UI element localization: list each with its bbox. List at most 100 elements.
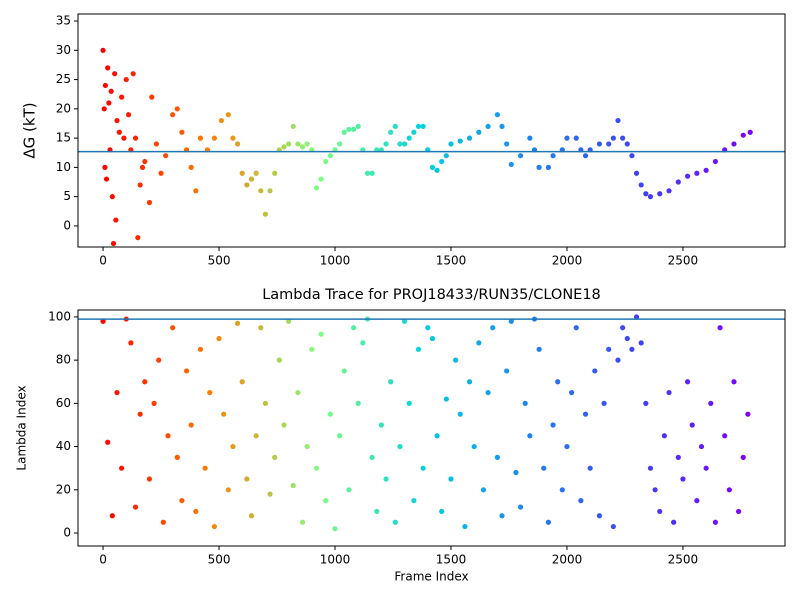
point — [142, 158, 148, 165]
point — [596, 513, 603, 519]
point — [555, 379, 561, 385]
y-tick-label: 10 — [56, 160, 71, 174]
point — [680, 476, 686, 482]
y-tick-label: 20 — [56, 482, 71, 496]
x-tick-label: 500 — [208, 553, 231, 567]
point — [170, 112, 176, 118]
point — [103, 176, 110, 182]
point — [170, 325, 176, 331]
point — [130, 71, 136, 77]
point — [671, 519, 677, 525]
point — [666, 188, 672, 194]
x-tick-label: 2000 — [552, 254, 583, 268]
point — [160, 519, 166, 525]
x-tick-label: 1000 — [320, 254, 351, 268]
point — [132, 504, 139, 510]
point — [102, 82, 108, 89]
point — [286, 318, 292, 324]
point — [652, 487, 658, 493]
point — [657, 508, 663, 515]
point — [197, 135, 204, 141]
y-axis-label: ΔG (kT) — [21, 102, 39, 158]
point — [439, 508, 445, 515]
point — [100, 318, 106, 324]
point — [545, 519, 552, 525]
point — [443, 396, 449, 402]
point — [364, 170, 371, 176]
point — [267, 491, 273, 497]
point — [401, 141, 408, 147]
point — [726, 487, 732, 493]
x-tick-label: 2500 — [668, 254, 699, 268]
point — [388, 379, 394, 385]
point — [508, 318, 514, 324]
x-tick-label: 0 — [99, 553, 107, 567]
point — [573, 135, 579, 141]
point — [606, 346, 612, 352]
point — [564, 443, 570, 450]
point — [643, 400, 649, 406]
point — [712, 158, 719, 165]
point — [541, 465, 547, 471]
point — [337, 141, 343, 147]
point — [116, 129, 122, 135]
point — [638, 182, 644, 188]
point — [694, 498, 700, 504]
point — [125, 112, 132, 118]
point — [313, 185, 320, 191]
point — [596, 141, 603, 147]
point — [740, 454, 746, 460]
point — [517, 153, 524, 159]
point — [601, 400, 607, 406]
point — [476, 340, 482, 346]
point — [383, 476, 389, 482]
point — [694, 170, 700, 176]
point — [745, 411, 751, 417]
point — [689, 422, 695, 428]
axes-frame — [77, 309, 786, 547]
point — [647, 194, 654, 200]
point — [225, 112, 231, 118]
y-tick-label: 80 — [56, 353, 71, 367]
point — [244, 182, 250, 188]
point — [722, 433, 728, 439]
point — [415, 346, 422, 352]
point — [490, 325, 496, 331]
point — [457, 411, 463, 417]
point — [666, 389, 672, 396]
point — [388, 129, 394, 135]
y-tick-label: 35 — [56, 14, 71, 28]
point — [281, 144, 287, 150]
point — [230, 443, 236, 450]
point — [466, 379, 473, 385]
point — [239, 379, 245, 385]
point — [318, 331, 324, 337]
point — [643, 191, 649, 197]
point — [615, 357, 621, 363]
point — [471, 443, 477, 450]
x-axis-label: Frame Index — [394, 570, 468, 584]
point — [119, 465, 125, 471]
point — [350, 325, 357, 331]
point — [573, 325, 579, 331]
point — [109, 194, 115, 200]
point — [108, 88, 114, 94]
point — [174, 106, 180, 112]
point — [188, 422, 194, 428]
y-tick-label: 25 — [56, 72, 71, 86]
point — [527, 433, 533, 439]
point — [740, 132, 746, 138]
point — [536, 346, 542, 352]
point — [439, 158, 445, 165]
y-tick-label: 5 — [63, 189, 71, 203]
point — [462, 523, 468, 530]
point — [337, 433, 343, 439]
x-tick-label: 1500 — [436, 254, 467, 268]
point — [587, 465, 593, 471]
chart-title: Lambda Trace for PROJ18433/RUN35/CLONE18 — [262, 287, 601, 303]
point — [163, 153, 169, 159]
point — [406, 400, 412, 406]
point — [494, 112, 500, 118]
point — [731, 141, 737, 147]
